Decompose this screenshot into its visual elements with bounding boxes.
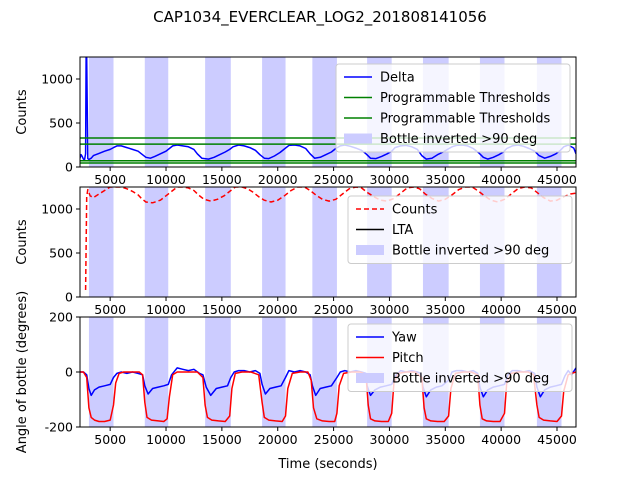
x-axis-label: Time (seconds)	[277, 457, 377, 472]
legend-label: Bottle inverted >90 deg	[392, 372, 549, 387]
x-tick-label: 45000	[537, 302, 577, 317]
x-tick-label: 20000	[258, 172, 298, 187]
inverted-span-4	[262, 317, 286, 427]
y-tick-label: 200	[49, 310, 73, 325]
inverted-span-2	[144, 187, 169, 297]
x-tick-label: 40000	[481, 172, 521, 187]
y-tick-label: 1000	[41, 72, 73, 87]
x-tick-label: 35000	[425, 172, 465, 187]
legend-label: Delta	[380, 71, 415, 86]
x-tick-label: 5000	[94, 432, 126, 447]
legend-label: Programmable Thresholds	[380, 112, 551, 127]
panel-3: 5000 10000 15000 20000 25000 30000 35000 40000 4…	[15, 291, 577, 453]
inverted-span-3	[205, 57, 231, 167]
inverted-span-1	[88, 317, 114, 427]
x-tick-label: 5000	[94, 172, 126, 187]
x-tick-label: 40000	[481, 302, 521, 317]
panel-1: 5000 10000 15000 20000 25000 30000 35000 40000 4…	[15, 56, 577, 187]
y-tick-label: 0	[65, 365, 73, 380]
y-tick-label: 1000	[41, 202, 73, 217]
series-line-pitch-2	[80, 371, 576, 423]
x-tick-label: 25000	[314, 432, 354, 447]
x-tick-label: 40000	[481, 432, 521, 447]
legend: Yaw Pitch Bottle inverted >90 deg	[347, 323, 573, 392]
legend: Counts LTA Bottle inverted >90 deg	[347, 195, 573, 264]
y-tick-label: 0	[65, 290, 73, 305]
x-tick-label: 45000	[537, 432, 577, 447]
inverted-span-5	[312, 187, 337, 297]
inverted-span-4	[262, 187, 286, 297]
legend-label: LTA	[392, 223, 413, 238]
x-tick-label: 45000	[537, 172, 577, 187]
x-tick-label: 10000	[146, 432, 186, 447]
legend-label: Counts	[392, 203, 438, 218]
x-tick-label: 15000	[202, 432, 242, 447]
legend-swatch-patch	[344, 133, 372, 144]
legend-label: Programmable Thresholds	[380, 91, 551, 106]
x-tick-label: 20000	[258, 432, 298, 447]
legend-swatch-patch	[356, 245, 384, 255]
x-tick-label: 30000	[370, 302, 410, 317]
inverted-span-3	[205, 187, 231, 297]
x-tick-label: 10000	[146, 302, 186, 317]
y-axis-label: Counts	[15, 219, 30, 265]
inverted-span-2	[144, 57, 169, 167]
series-line-delta-1	[80, 57, 576, 161]
x-tick-label: 35000	[425, 432, 465, 447]
x-tick-label: 35000	[425, 302, 465, 317]
y-tick-label: -200	[45, 420, 73, 435]
legend-label: Yaw	[391, 331, 417, 346]
legend-label: Pitch	[392, 351, 424, 366]
y-tick-label: 500	[49, 246, 73, 261]
plot-area	[80, 317, 576, 427]
inverted-span-5	[312, 57, 337, 167]
x-tick-label: 30000	[370, 432, 410, 447]
x-tick-label: 30000	[370, 172, 410, 187]
legend-swatch-patch	[356, 373, 384, 383]
legend-box	[347, 323, 573, 392]
x-tick-label: 15000	[202, 172, 242, 187]
y-tick-label: 0	[65, 160, 73, 175]
y-tick-label: 500	[49, 116, 73, 131]
legend-box	[335, 63, 571, 153]
inverted-span-1	[88, 57, 114, 167]
legend: Delta Programmable Thresholds Programmable…	[335, 63, 571, 153]
x-tick-label: 10000	[146, 172, 186, 187]
axes-frame	[79, 56, 577, 168]
x-tick-label: 25000	[314, 172, 354, 187]
x-tick-label: 5000	[94, 302, 126, 317]
legend-box	[347, 195, 573, 264]
x-tick-label: 25000	[314, 302, 354, 317]
y-axis-label: Counts	[15, 89, 30, 135]
figure-title: CAP1034_EVERCLEAR_LOG2_201808141056	[153, 8, 487, 27]
inverted-span-3	[205, 317, 231, 427]
inverted-span-1	[88, 187, 114, 297]
panels: 5000 10000 15000 20000 25000 30000 35000 40000 4…	[15, 56, 577, 453]
legend-label: Bottle inverted >90 deg	[380, 132, 537, 147]
panel-2: 5000 10000 15000 20000 25000 30000 35000 40000 4…	[15, 186, 577, 317]
inverted-span-4	[262, 57, 286, 167]
axes-frame	[79, 186, 577, 298]
legend-label: Bottle inverted >90 deg	[392, 244, 549, 259]
x-tick-label: 15000	[202, 302, 242, 317]
inverted-span-2	[144, 317, 169, 427]
x-tick-label: 20000	[258, 302, 298, 317]
y-axis-label: Angle of bottle (degrees)	[15, 291, 30, 453]
inverted-span-5	[312, 317, 337, 427]
